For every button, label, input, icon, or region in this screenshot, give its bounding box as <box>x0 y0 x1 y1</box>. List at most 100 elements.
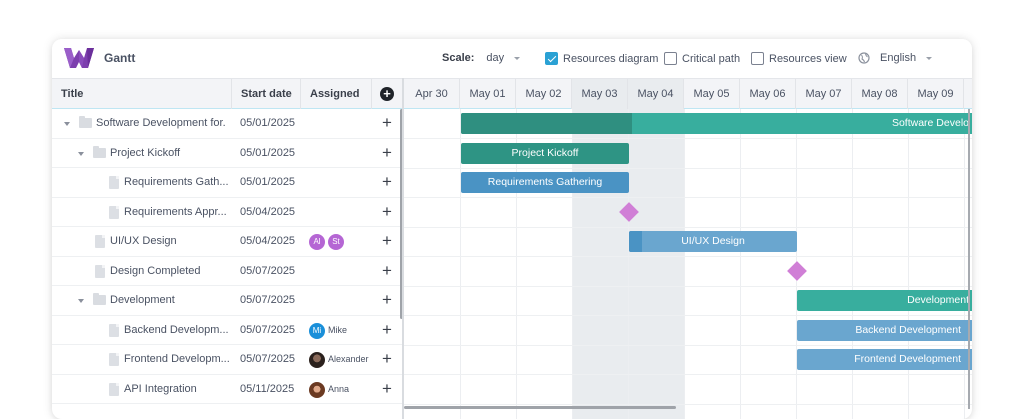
avatar[interactable]: Al <box>309 234 325 250</box>
critical-path-toggle[interactable]: Critical path <box>664 52 740 65</box>
task-bar-development[interactable]: Development <box>797 290 972 311</box>
grid-line <box>908 109 909 419</box>
critical-path-checkbox[interactable] <box>664 52 677 65</box>
language-selector[interactable]: English <box>858 52 933 64</box>
chart-vertical-scrollbar[interactable] <box>968 109 970 409</box>
bar-label: UI/UX Design <box>681 235 745 247</box>
task-title: UI/UX Design <box>110 235 177 247</box>
grid-header: Title Start date Assigned + <box>52 78 402 109</box>
critical-path-label: Critical path <box>682 52 741 65</box>
grid-line <box>404 285 972 287</box>
column-header-title[interactable]: Title <box>52 79 232 109</box>
column-header-assigned[interactable]: Assigned <box>301 79 372 109</box>
task-bar-software-development[interactable]: Software Develo <box>461 113 972 134</box>
task-row[interactable]: UI/UX Design 05/04/2025 Al St + <box>52 227 402 257</box>
app-title: Gantt <box>104 51 136 65</box>
task-bar-frontend-development[interactable]: Frontend Development <box>797 349 972 370</box>
add-subtask-icon[interactable]: + <box>382 201 392 221</box>
gantt-widget: Gantt Scale: day Resources diagram Criti… <box>52 39 972 419</box>
resources-diagram-toggle[interactable]: Resources diagram <box>545 52 658 65</box>
chevron-down-icon <box>926 56 933 60</box>
avatar-photo[interactable] <box>309 381 325 398</box>
task-title: Software Development for... <box>96 117 226 129</box>
collapse-caret-icon[interactable] <box>78 299 84 303</box>
grid-vertical-scrollbar[interactable] <box>400 109 403 319</box>
resources-diagram-checkbox[interactable] <box>545 52 558 65</box>
task-row[interactable]: Requirements Appr... 05/04/2025 + <box>52 198 402 227</box>
task-row[interactable]: Development 05/07/2025 + <box>52 286 402 316</box>
scale-selector[interactable]: Scale: day <box>442 52 521 64</box>
day-header: Apr 30 <box>404 79 460 109</box>
task-bar-backend-development[interactable]: Backend Development <box>797 319 972 341</box>
avatar[interactable]: Mi <box>309 322 325 339</box>
task-bar-requirements-gathering[interactable]: Requirements Gathering <box>461 172 629 193</box>
avatar[interactable]: St <box>328 234 344 250</box>
scale-label: Scale: <box>442 52 475 64</box>
scale-value: day <box>486 52 505 64</box>
grid-line <box>404 226 972 228</box>
add-subtask-icon[interactable]: + <box>382 172 392 191</box>
bar-label: Frontend Development <box>854 353 961 365</box>
day-header: May 04 <box>628 79 684 109</box>
task-row[interactable]: Software Development for... 05/01/2025 + <box>52 109 402 139</box>
task-start-date: 05/04/2025 <box>240 205 296 218</box>
task-title: Requirements Appr... <box>124 205 227 218</box>
task-bar-project-kickoff[interactable]: Project Kickoff <box>461 142 629 164</box>
assignee-name: Anna <box>328 383 350 394</box>
add-subtask-icon[interactable]: + <box>382 349 392 368</box>
chart-horizontal-scrollbar[interactable] <box>404 406 676 409</box>
grid-resizer[interactable] <box>402 78 404 419</box>
language-value: English <box>880 52 917 64</box>
grid-line <box>404 315 972 316</box>
bar-label: Development <box>907 294 969 306</box>
bar-label: Requirements Gathering <box>487 176 603 188</box>
task-row[interactable]: Requirements Gath... 05/01/2025 + <box>52 168 402 198</box>
task-start-date: 05/07/2025 <box>240 264 296 277</box>
assignee-name: Mike <box>328 324 348 335</box>
task-row[interactable]: API Integration 05/11/2025 Anna + <box>52 375 402 404</box>
day-header: May 06 <box>740 79 796 109</box>
task-row[interactable]: Project Kickoff 05/01/2025 + <box>52 139 402 168</box>
task-start-date: 05/01/2025 <box>240 146 296 159</box>
add-task-icon[interactable]: + <box>380 87 394 101</box>
bar-label: Backend Development <box>855 323 961 336</box>
add-subtask-icon[interactable]: + <box>382 319 392 339</box>
grid-line <box>460 109 461 419</box>
add-subtask-icon[interactable]: + <box>382 378 392 398</box>
add-subtask-icon[interactable]: + <box>382 260 392 280</box>
grid-line <box>404 138 972 139</box>
folder-icon <box>93 145 106 158</box>
add-subtask-icon[interactable]: + <box>382 142 392 162</box>
task-row[interactable]: Frontend Developm... 05/07/2025 Alexande… <box>52 345 402 375</box>
avatar-photo[interactable] <box>309 352 325 368</box>
column-header-start-date[interactable]: Start date <box>232 79 301 109</box>
grid-line <box>852 109 853 419</box>
day-header: May 03 <box>572 79 628 109</box>
task-start-date: 05/04/2025 <box>240 235 296 247</box>
milestone-design-completed[interactable] <box>787 261 807 281</box>
task-row[interactable]: Design Completed 05/07/2025 + <box>52 257 402 286</box>
file-icon <box>109 205 119 219</box>
day-header: May 07 <box>796 79 852 109</box>
file-icon <box>109 382 119 396</box>
folder-icon <box>93 293 106 305</box>
add-subtask-icon[interactable]: + <box>382 231 392 250</box>
task-row[interactable]: Backend Developm... 05/07/2025 Mi Mike + <box>52 316 402 345</box>
day-header: May 09 <box>908 79 964 109</box>
task-title: Design Completed <box>110 264 201 277</box>
task-grid: Software Development for... 05/01/2025 +… <box>52 109 402 419</box>
assignee-name: Alexander <box>328 354 369 364</box>
resources-view-toggle[interactable]: Resources view <box>751 52 847 65</box>
grid-line <box>628 109 629 419</box>
task-title: Backend Developm... <box>124 323 229 336</box>
collapse-caret-icon[interactable] <box>78 151 84 156</box>
collapse-caret-icon[interactable] <box>64 122 70 126</box>
task-bar-ui-ux-design[interactable]: UI/UX Design <box>629 231 797 252</box>
file-icon <box>109 176 119 189</box>
resources-diagram-label: Resources diagram <box>563 52 659 65</box>
add-subtask-icon[interactable]: + <box>382 290 392 309</box>
file-icon <box>95 264 105 278</box>
add-subtask-icon[interactable]: + <box>382 113 392 132</box>
file-icon <box>95 235 105 248</box>
resources-view-checkbox[interactable] <box>751 52 764 65</box>
